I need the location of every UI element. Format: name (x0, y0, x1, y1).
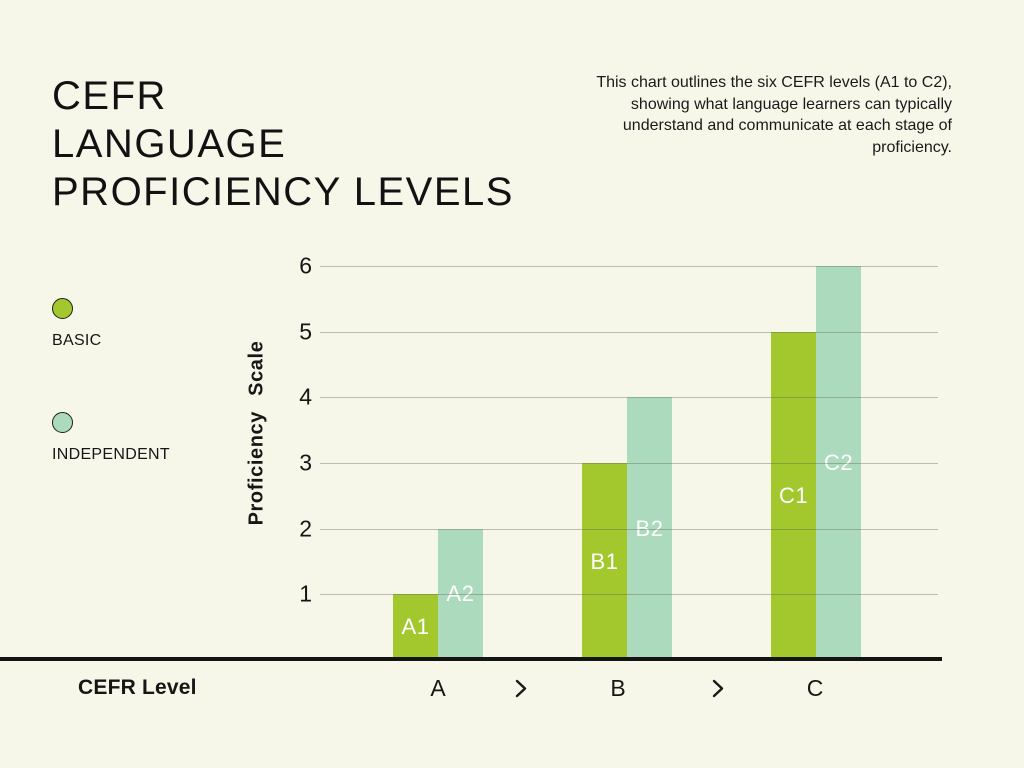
page-title-line: PROFICIENCY LEVELS (52, 170, 514, 214)
gridline-y5 (320, 331, 938, 333)
bar-label-b1: B1 (590, 548, 619, 574)
x-axis-labels-row: CEFR Level A B C (0, 674, 1024, 702)
bar-label-b2: B2 (635, 515, 664, 541)
bar-a1: A1 (393, 594, 438, 660)
y-tick-label-3: 3 (299, 449, 312, 476)
legend-item-basic: BASIC (52, 298, 102, 350)
bar-label-c2: C2 (823, 450, 854, 475)
y-tick-label-5: 5 (299, 318, 312, 345)
y-tick-label-1: 1 (299, 580, 312, 607)
gridline-y2 (320, 528, 938, 530)
description-line: showing what language learners can typic… (630, 95, 952, 113)
page-description: This chart outlines the six CEFR levels … (482, 72, 952, 158)
x-category-label-c: C (806, 675, 824, 701)
y-tick-label-4: 4 (299, 383, 312, 410)
chevron-right-icon (515, 679, 528, 698)
gridline-y6 (320, 266, 938, 267)
bar-a2: A2 (438, 528, 483, 660)
x-axis-line (0, 657, 942, 661)
description-line: understand and communicate at each stage… (622, 117, 952, 134)
legend-label-independent: INDEPENDENT (52, 446, 170, 463)
bar-label-c1: C1 (778, 482, 809, 508)
bar-label-a1: A1 (401, 614, 430, 640)
y-tick-label-6: 6 (299, 252, 312, 279)
x-category-label-b: B (610, 675, 626, 701)
description-line: proficiency. (872, 138, 952, 156)
gridline-y3 (320, 463, 938, 464)
chevron-right-icon (712, 679, 725, 698)
chart-plot-area: A1 A2 B1 B2 C1 C2 1 2 3 4 5 6 (0, 253, 1024, 660)
page-title: CEFR LANGUAGE PROFICIENCY LEVELS (52, 72, 514, 216)
x-category-label-a: A (430, 675, 446, 701)
x-axis-title: CEFR Level (78, 676, 197, 699)
bar-label-a2: A2 (446, 581, 475, 607)
legend-swatch-basic-icon (52, 298, 73, 319)
legend-item-independent: INDEPENDENT (52, 412, 170, 464)
bar-b2: B2 (627, 397, 672, 660)
gridline-y1 (320, 594, 938, 596)
legend-swatch-independent-icon (52, 412, 73, 433)
gridline-y4 (320, 397, 938, 399)
bar-c2: C2 (816, 266, 861, 660)
page-title-line: CEFR (52, 74, 167, 118)
page-title-line: LANGUAGE (52, 122, 287, 166)
bar-b1: B1 (582, 463, 627, 660)
legend-label-basic: BASIC (52, 332, 102, 349)
description-line: This chart outlines the six CEFR levels … (596, 74, 952, 91)
bar-c1: C1 (771, 331, 816, 660)
y-tick-label-2: 2 (299, 515, 312, 542)
